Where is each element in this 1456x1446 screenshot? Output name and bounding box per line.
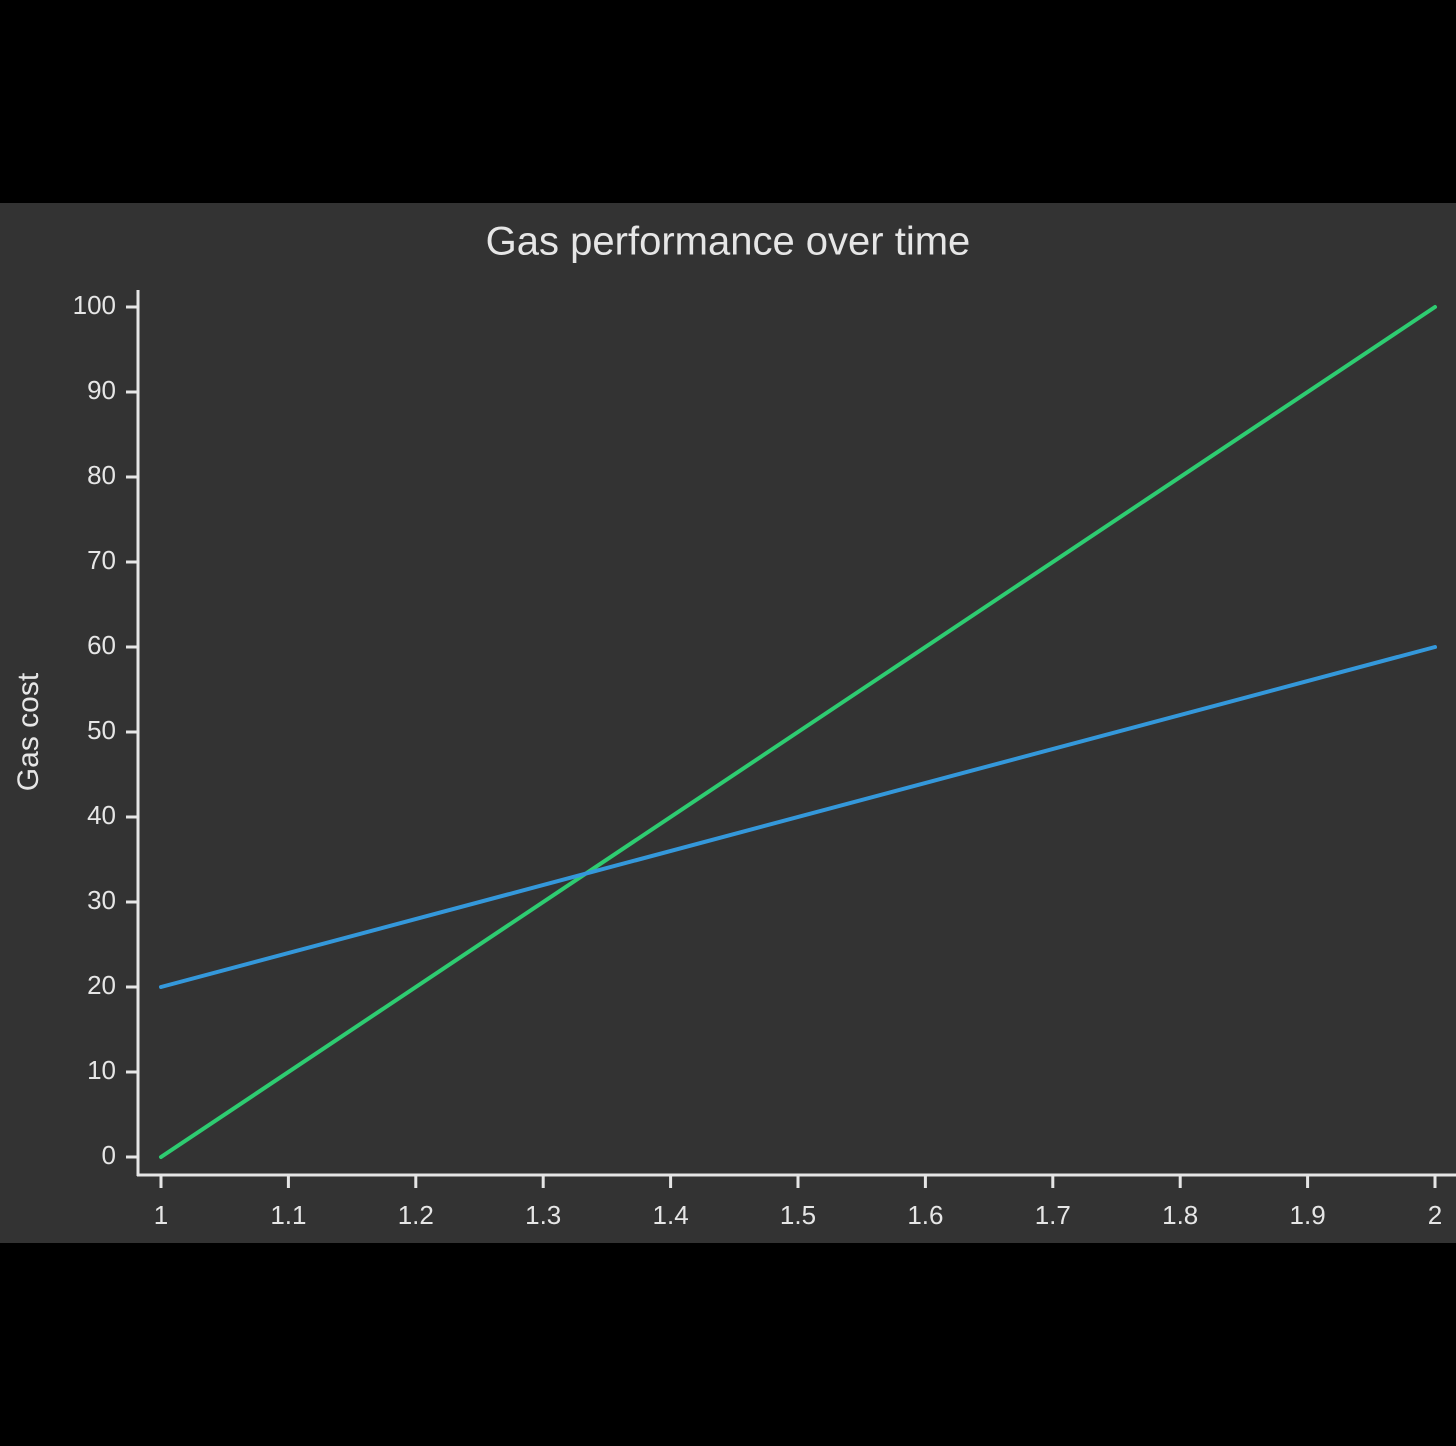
series-line [159,645,1437,989]
y-tick-label: 40 [87,800,116,830]
y-tick-label: 100 [73,290,116,320]
chart-panel [0,203,1456,1243]
series-line [159,305,1437,1159]
x-tick-label: 1.2 [398,1200,434,1230]
x-tick-label: 2 [1428,1200,1442,1230]
y-tick-label: 0 [102,1140,116,1170]
x-tick-label: 1.8 [1162,1200,1198,1230]
y-axis-label: Gas cost [12,672,45,791]
y-tick-label: 30 [87,885,116,915]
y-tick-label: 20 [87,970,116,1000]
x-tick-label: 1 [154,1200,168,1230]
x-tick-label: 1.5 [780,1200,816,1230]
y-tick-label: 80 [87,460,116,490]
chart-title: Gas performance over time [486,220,971,264]
x-tick-label: 1.9 [1290,1200,1326,1230]
x-tick-label: 1.6 [907,1200,943,1230]
x-tick-label: 1.1 [270,1200,306,1230]
y-tick-label: 90 [87,375,116,405]
x-tick-label: 1.4 [653,1200,689,1230]
x-tick-label: 1.3 [525,1200,561,1230]
x-tick-label: 1.7 [1035,1200,1071,1230]
y-tick-label: 60 [87,630,116,660]
y-tick-label: 10 [87,1055,116,1085]
y-tick-label: 70 [87,545,116,575]
y-tick-label: 50 [87,715,116,745]
